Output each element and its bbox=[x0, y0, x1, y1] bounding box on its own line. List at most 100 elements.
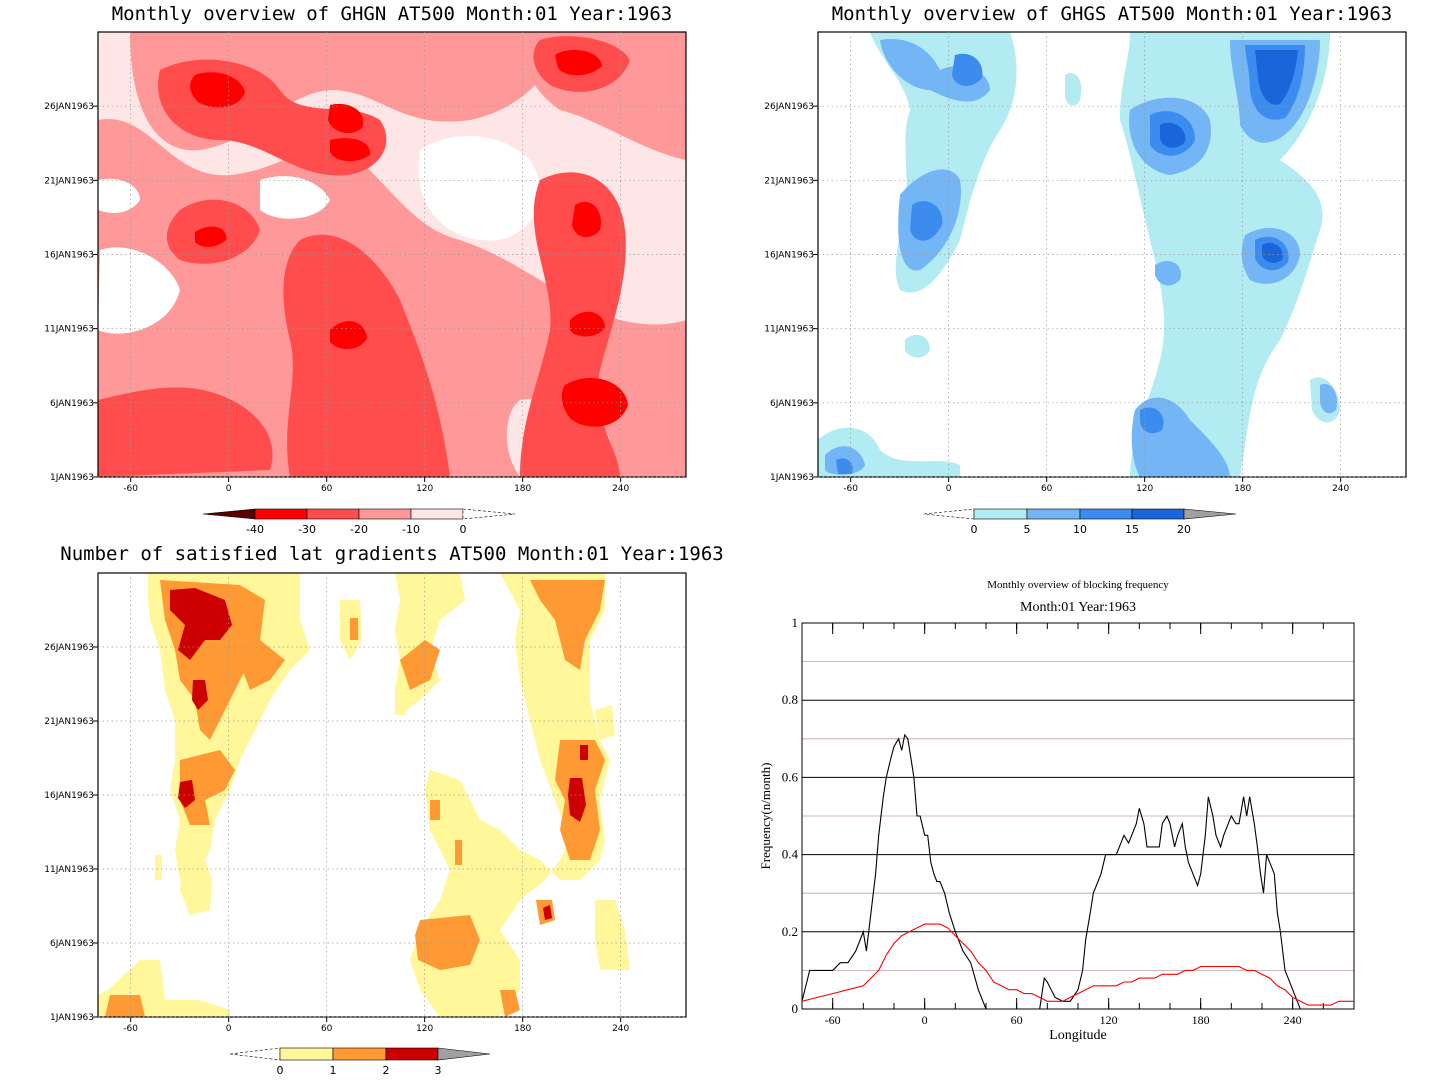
frequency-series-total bbox=[801, 733, 1354, 1010]
x-tick-label: 0 bbox=[946, 484, 952, 494]
gradients-cb-swatch-5 bbox=[437, 1047, 491, 1061]
ghgs-contour-n bbox=[1320, 384, 1338, 414]
x-tick-label: 240 bbox=[612, 1024, 629, 1034]
ghgn-core-b bbox=[328, 103, 364, 134]
y-tick-label: 0.8 bbox=[782, 692, 798, 707]
ghgn-white-a bbox=[418, 136, 540, 241]
ghgs-core-a bbox=[952, 53, 983, 86]
x-tick-label: 240 bbox=[1332, 484, 1349, 494]
ghgs-cb-swatch-6 bbox=[1183, 508, 1237, 520]
ghgn-colorbar: -40 -30 -20 -10 0 bbox=[202, 508, 516, 536]
y-tick-label: 1JAN1963 bbox=[50, 1013, 94, 1023]
ghgn-cb-swatch-3 bbox=[306, 508, 360, 520]
ghgn-core-h bbox=[561, 377, 628, 427]
ghgn-panel: Monthly overview of GHGN AT500 Month:01 … bbox=[44, 3, 687, 536]
gradients-core-f bbox=[543, 905, 552, 920]
ghgs-colorbar: 0 5 10 15 20 bbox=[923, 508, 1237, 536]
gradients-axes: -60 0 60 120 180 240 1JAN1963 6JAN1963 11JAN1963… bbox=[44, 573, 686, 1034]
ghgs-cb-swatch-3 bbox=[1026, 508, 1081, 520]
gradients-area-n bbox=[400, 640, 440, 690]
ghgs-cb-label: 5 bbox=[1024, 523, 1031, 536]
ghgn-white-b bbox=[98, 247, 180, 334]
ghgn-white-d bbox=[98, 178, 140, 213]
y-tick-label: 6JAN1963 bbox=[770, 399, 814, 409]
gradients-area-o bbox=[530, 580, 605, 670]
y-tick-label: 1JAN1963 bbox=[50, 473, 94, 483]
gradients-panel: Number of satisfied lat gradients AT500 … bbox=[44, 543, 723, 1077]
ghgs-contour-e bbox=[1065, 72, 1082, 106]
ghgn-core-f bbox=[330, 321, 367, 350]
ghgs-peak-b bbox=[1255, 50, 1298, 105]
ghgs-contour-g bbox=[880, 39, 990, 102]
gradients-cb-swatch-4 bbox=[385, 1047, 439, 1061]
x-tick-label: 60 bbox=[321, 484, 333, 494]
x-tick-label: -60 bbox=[843, 484, 858, 494]
gradients-core-c bbox=[178, 780, 195, 808]
ghgn-cb-label: -40 bbox=[246, 523, 264, 536]
ghgn-contour-f bbox=[283, 234, 450, 477]
ghgs-core-f bbox=[1140, 407, 1164, 434]
ghgn-core-g bbox=[570, 311, 605, 337]
y-tick-label: 16JAN1963 bbox=[764, 251, 814, 261]
y-tick-label: 6JAN1963 bbox=[50, 939, 94, 949]
ghgs-cb-swatch-5 bbox=[1131, 508, 1185, 520]
gradients-area-j bbox=[395, 690, 410, 715]
y-tick-label: 1JAN1963 bbox=[770, 473, 814, 483]
gradients-area-c bbox=[410, 573, 610, 1017]
x-tick-label: -60 bbox=[825, 1013, 841, 1027]
x-tick-label: -60 bbox=[123, 484, 138, 494]
y-tick-label: 0.6 bbox=[782, 769, 799, 784]
ghgs-peak-c bbox=[1262, 242, 1283, 263]
x-tick-label: 0 bbox=[226, 1024, 232, 1034]
y-tick-label: 21JAN1963 bbox=[764, 176, 814, 186]
ghgs-cb-label: 15 bbox=[1125, 523, 1139, 536]
ghgn-core-d bbox=[195, 226, 227, 247]
x-tick-label: -60 bbox=[123, 1024, 138, 1034]
ghgs-axes: -60 0 60 120 180 240 1JAN1963 6JAN1963 11JAN1963… bbox=[764, 32, 1406, 494]
x-tick-label: 180 bbox=[514, 1024, 531, 1034]
x-tick-label: 60 bbox=[1011, 1013, 1023, 1027]
frequency-subtitle: Month:01 Year:1963 bbox=[1020, 600, 1136, 615]
ghgn-title: Monthly overview of GHGN AT500 Month:01 … bbox=[112, 3, 673, 25]
ghgs-panel: Monthly overview of GHGS AT500 Month:01 … bbox=[764, 3, 1407, 536]
ghgs-cb-swatch-1 bbox=[923, 508, 975, 520]
y-tick-label: 26JAN1963 bbox=[764, 102, 814, 112]
x-tick-label: 60 bbox=[1041, 484, 1053, 494]
y-tick-label: 11JAN1963 bbox=[44, 325, 94, 335]
ghgn-white-c bbox=[260, 176, 330, 219]
x-tick-label: 120 bbox=[1136, 484, 1153, 494]
x-tick-label: 60 bbox=[321, 1024, 333, 1034]
gradients-cb-swatch-3 bbox=[332, 1047, 387, 1061]
x-tick-label: 180 bbox=[1192, 1013, 1210, 1027]
ghgn-cb-label: -10 bbox=[402, 523, 420, 536]
x-tick-label: 180 bbox=[514, 484, 531, 494]
gradients-area-u bbox=[455, 840, 462, 865]
gradients-colorbar: 0 1 2 3 bbox=[229, 1047, 491, 1077]
ghgs-peak-a bbox=[1160, 122, 1186, 148]
x-tick-label: 240 bbox=[1284, 1013, 1302, 1027]
y-tick-label: 16JAN1963 bbox=[44, 251, 94, 261]
frequency-ylabel: Frequency(n/month) bbox=[758, 763, 773, 870]
gradients-area-m bbox=[180, 750, 235, 825]
x-tick-label: 0 bbox=[226, 484, 232, 494]
ghgn-core-a bbox=[190, 72, 245, 108]
x-tick-label: 120 bbox=[416, 484, 433, 494]
y-tick-label: 26JAN1963 bbox=[44, 643, 94, 653]
ghgn-cb-swatch-6 bbox=[462, 508, 516, 520]
gradients-area-s bbox=[500, 990, 520, 1017]
gradients-area-t bbox=[350, 618, 358, 640]
gradients-area-i bbox=[595, 705, 615, 740]
gradients-area-v bbox=[430, 800, 440, 820]
gradients-title: Number of satisfied lat gradients AT500 … bbox=[60, 543, 723, 565]
x-tick-label: 240 bbox=[612, 484, 629, 494]
ghgn-contour-j bbox=[98, 387, 273, 477]
ghgn-cb-label: -20 bbox=[350, 523, 368, 536]
ghgs-title: Monthly overview of GHGS AT500 Month:01 … bbox=[832, 3, 1393, 25]
gradients-cb-swatch-1 bbox=[229, 1047, 281, 1061]
frequency-series-mean bbox=[801, 923, 1354, 1006]
ghgs-cb-label: 20 bbox=[1177, 523, 1191, 536]
ghgn-cb-label: 0 bbox=[460, 523, 467, 536]
ghgn-core-e bbox=[572, 201, 601, 238]
gradients-core-e bbox=[580, 745, 588, 760]
